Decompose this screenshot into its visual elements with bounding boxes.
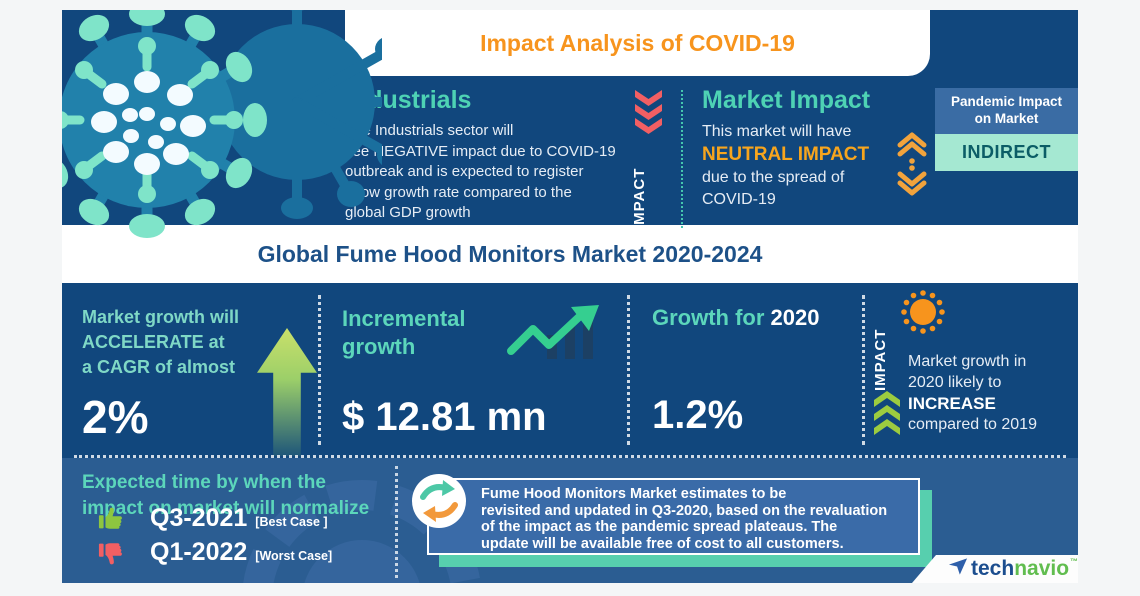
industrials-section: Industrials The Industrials sector will … (345, 86, 645, 224)
industrials-text-line: global GDP growth (345, 204, 471, 221)
growth-2020-year: 2020 (770, 305, 820, 330)
impact-2020-line: compared to 2019 (908, 416, 1037, 433)
technavio-logo: tech navio ™ (971, 557, 1078, 581)
market-impact-line: due to the spread of (702, 169, 845, 186)
pandemic-impact-title: Pandemic Impact on Market (935, 88, 1078, 134)
increase-label: INCREASE (908, 394, 996, 413)
increase-chevrons-icon (874, 391, 900, 444)
neutral-impact-label: NEUTRAL IMPACT (702, 144, 870, 165)
incremental-growth-stat: Incremental growth $ 12.81 mn (342, 305, 622, 440)
covid-impact-banner: Impact Analysis of COVID-19 (345, 10, 930, 76)
pandemic-impact-box: Pandemic Impact on Market INDIRECT (935, 88, 1078, 171)
infographic-panel: Impact Analysis of COVID-19 (62, 10, 1078, 583)
row-divider (74, 455, 1066, 458)
impact-2020-text: Market growth in 2020 likely to INCREASE… (908, 351, 1076, 435)
worst-case-quarter: Q1-2022 (150, 538, 248, 566)
virus-silhouette (132, 450, 552, 583)
industrials-text-line: a low growth rate compared to the (345, 183, 572, 201)
pandemic-impact-value: INDIRECT (935, 134, 1078, 171)
industrials-text-line: The Industrials sector will (345, 122, 514, 139)
industrials-text-line: see NEGATIVE impact due to COVID-19 (345, 142, 616, 160)
growth-trend-icon (507, 305, 603, 366)
bottom-divider (395, 466, 398, 578)
banner-title: Impact Analysis of COVID-19 (480, 29, 795, 56)
note-line: update will be available free of cost to… (481, 535, 844, 552)
impact-2020-line: Market growth in (908, 353, 1027, 370)
brand-trademark: ™ (1070, 557, 1078, 566)
best-case-row: Q3-2021 [Best Case ] (96, 504, 328, 533)
cagr-text-line: a CAGR of almost (82, 357, 236, 377)
normalize-heading-line: Expected time by when the (82, 472, 326, 493)
market-title-band: Global Fume Hood Monitors Market 2020-20… (62, 225, 1078, 283)
impact-down-chevrons-icon (635, 90, 662, 145)
impact-2020-line: 2020 likely to (908, 374, 1002, 391)
column-divider (627, 295, 630, 445)
virus-icon (900, 289, 946, 340)
coronavirus-icon (62, 10, 414, 238)
thumbs-up-icon (98, 507, 122, 529)
normalize-heading: Expected time by when the impact on mark… (82, 470, 369, 522)
technavio-logo-icon (948, 557, 968, 581)
up-arrow-icon (257, 328, 317, 456)
industrials-heading: Industrials (345, 86, 472, 114)
growth-2020-label: Growth for (652, 305, 771, 330)
market-impact-heading: Market Impact (702, 86, 871, 114)
note-line: of the impact as the pandemic spread pla… (481, 519, 838, 535)
worst-case-row: Q1-2022 [Worst Case] (96, 538, 332, 567)
industrials-text-line: outbreak and is expected to register (345, 163, 584, 180)
worst-case-tag: [Worst Case] (255, 548, 333, 563)
neutral-impact-icon (894, 130, 930, 203)
cagr-text-line: Market growth will (82, 307, 240, 327)
impact-vertical-label: IMPACT (631, 167, 648, 230)
cagr-value: 2% (82, 391, 149, 443)
section-divider (681, 90, 683, 228)
impact-vertical-label: IMPACT (872, 328, 889, 391)
brand-notch: tech navio ™ (912, 555, 1078, 583)
brand-navio-text: navio (1014, 557, 1070, 580)
cagr-text-line: ACCELERATE at (82, 332, 225, 352)
refresh-icon (410, 472, 468, 535)
pandemic-title-line: Pandemic Impact (950, 94, 1063, 109)
market-impact-section: Market Impact This market will have NEUT… (702, 86, 912, 211)
column-divider (862, 295, 865, 445)
thumbs-down-icon (98, 542, 122, 564)
best-case-tag: [Best Case ] (255, 514, 328, 529)
update-note-box: Fume Hood Monitors Market estimates to b… (427, 478, 920, 555)
growth-2020-stat: Growth for 2020 1.2% (652, 305, 852, 438)
market-impact-line: This market will have (702, 123, 852, 140)
incremental-label-line: Incremental (342, 306, 466, 331)
pandemic-title-line: on Market (974, 110, 1039, 126)
cagr-stat: Market growth will ACCELERATE at a CAGR … (82, 305, 239, 444)
brand-tech-text: tech (971, 557, 1015, 580)
stats-row: Market growth will ACCELERATE at a CAGR … (62, 283, 1078, 456)
best-case-quarter: Q3-2021 (150, 504, 248, 532)
market-title: Global Fume Hood Monitors Market 2020-20… (257, 240, 763, 267)
growth-2020-value: 1.2% (652, 393, 744, 437)
note-line: Fume Hood Monitors Market estimates to b… (481, 486, 787, 502)
coronavirus-illustration (62, 10, 414, 257)
market-impact-line: COVID-19 (702, 191, 776, 208)
column-divider (318, 295, 321, 445)
incremental-value: $ 12.81 mn (342, 395, 547, 439)
normalize-heading-line: impact on market will normalize (82, 498, 370, 519)
incremental-label-line: growth (342, 334, 416, 359)
note-line: revisited and updated in Q3-2020, based … (481, 502, 888, 519)
